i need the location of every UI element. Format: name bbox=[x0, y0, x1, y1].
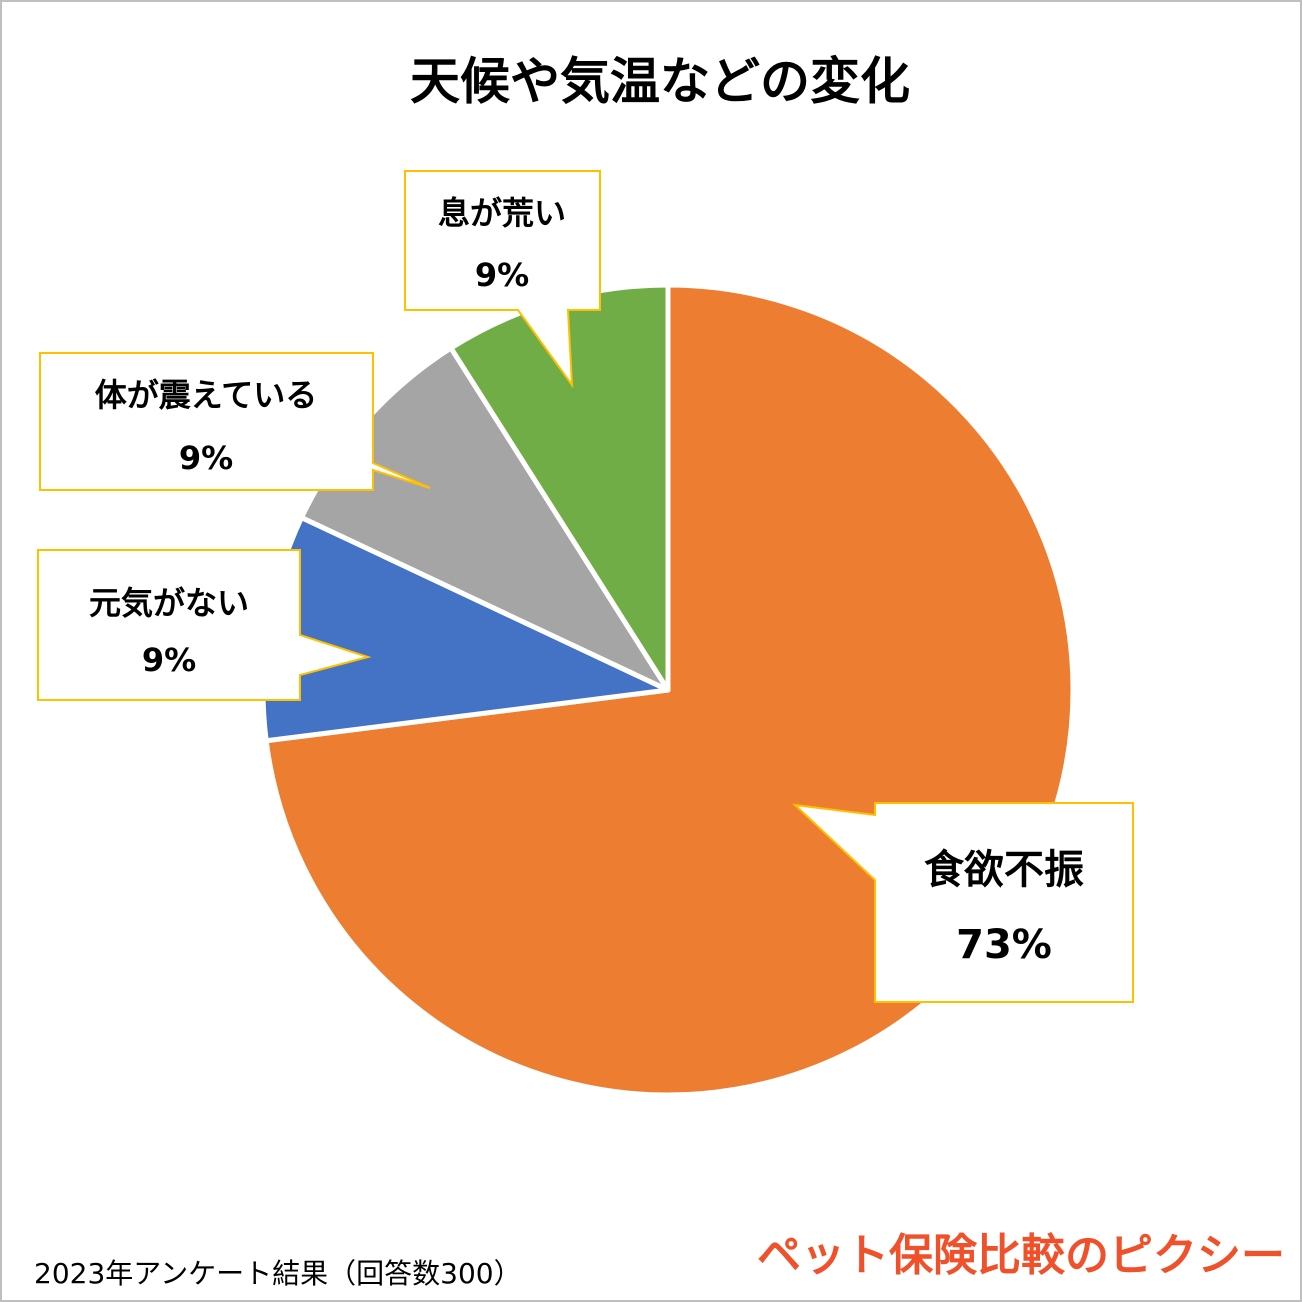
callout-box bbox=[792, 802, 1134, 1003]
slice-label: 体が震えている bbox=[95, 376, 317, 414]
slice-label: 息が荒い bbox=[438, 194, 566, 232]
slice-value-label: 73% bbox=[956, 922, 1052, 968]
slice-value-label: 9% bbox=[142, 641, 196, 679]
callout-box bbox=[404, 170, 601, 389]
slice-value-label: 9% bbox=[475, 256, 529, 294]
labels: 食欲不振 73% 元気がない 9% 体が震えている 9% 息が荒い 9% bbox=[37, 170, 1134, 1003]
chart-title: 天候や気温などの変化 bbox=[410, 53, 910, 111]
callout-box bbox=[37, 549, 372, 701]
slice-label: 食欲不振 bbox=[924, 847, 1084, 893]
callout-box bbox=[39, 352, 431, 491]
slice-value-label: 9% bbox=[179, 439, 233, 477]
pie bbox=[260, 282, 1076, 1098]
brand: ペット保険比較のピクシー bbox=[757, 1230, 1285, 1281]
footnote: 2023年アンケート結果（回答数300） bbox=[34, 1257, 522, 1290]
slice-label: 元気がない bbox=[89, 584, 249, 622]
